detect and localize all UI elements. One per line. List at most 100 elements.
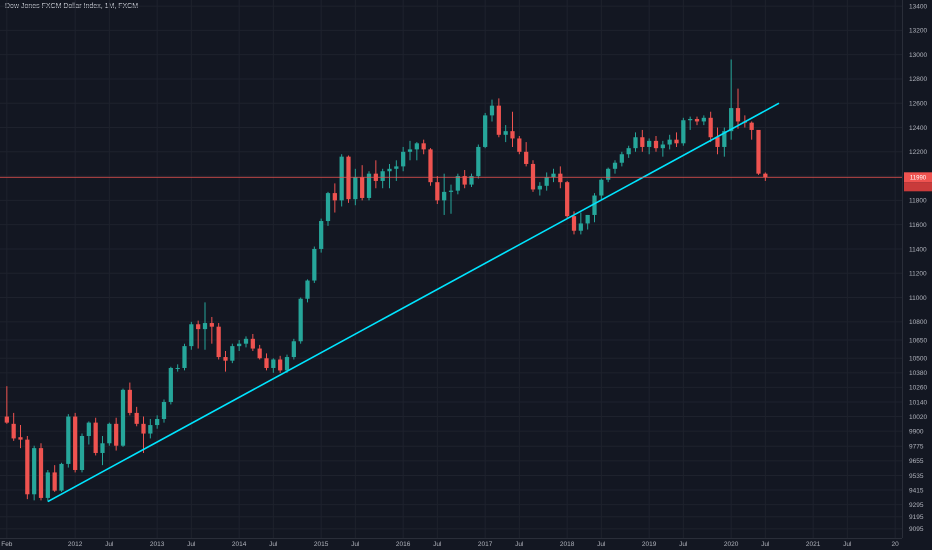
candle-body [257, 348, 262, 359]
candles [4, 59, 768, 502]
y-tick-label: 9415 [909, 487, 924, 494]
candle-body [380, 171, 385, 181]
candle-body [503, 131, 508, 135]
y-tick-label: 10650 [909, 337, 927, 344]
candle-body [189, 324, 194, 347]
x-tick-label: 2021 [806, 541, 821, 548]
candle-body [462, 176, 467, 185]
candle-body [86, 422, 91, 436]
candle-body [688, 119, 693, 121]
candle-body [626, 148, 631, 155]
candle-body [524, 151, 529, 164]
candle-body [223, 357, 228, 361]
x-tick-label: 20 [892, 541, 900, 548]
y-tick-label: 12800 [909, 76, 927, 83]
price-axis[interactable]: 9095 9195 9295 9415 9535 9655 9775 9900 10020 101… [902, 0, 932, 550]
y-tick-label: 10380 [909, 370, 927, 377]
candle-body [305, 280, 310, 299]
y-tick-label: 9535 [909, 473, 924, 480]
candle-body [120, 389, 126, 446]
candle-body [366, 173, 372, 198]
candle-body [155, 418, 160, 426]
candle-body [196, 324, 201, 330]
candle-body [599, 179, 604, 196]
y-tick-label: 13400 [909, 3, 927, 10]
candle-body [694, 119, 700, 122]
candle-body [578, 223, 583, 231]
last-price-tag [904, 172, 932, 183]
candle-body [442, 191, 447, 201]
y-tick-label: 10020 [909, 414, 927, 421]
candle-body [18, 437, 23, 440]
candle-body [168, 367, 173, 402]
candle-body [640, 137, 645, 147]
candle-body [284, 357, 290, 371]
grid [0, 0, 902, 538]
candle-body [38, 448, 44, 498]
candle-body [510, 131, 515, 139]
candle-body [428, 149, 433, 183]
candle-body [360, 177, 365, 198]
y-tick-label: 12400 [909, 125, 927, 132]
candle-body [100, 443, 105, 453]
candle-body [469, 176, 474, 185]
candle-body [619, 154, 624, 163]
candle-body [496, 105, 501, 135]
y-tick-label: 12600 [909, 101, 927, 108]
candle-body [264, 358, 269, 368]
candle-body [585, 214, 590, 224]
y-tick-label: 11600 [909, 222, 927, 229]
overlays [0, 102, 902, 503]
candle-body [592, 195, 597, 215]
candle-body [763, 173, 768, 178]
x-tick-label: Jul [269, 541, 278, 548]
candle-body [565, 182, 570, 217]
candle-body [339, 156, 344, 201]
x-tick-label: Jul [105, 541, 114, 548]
candle-body [735, 108, 741, 122]
x-tick-label: Jul [843, 541, 852, 548]
candle-body [134, 412, 139, 424]
candle-body [291, 341, 296, 358]
x-tick-label: Jul [515, 541, 524, 548]
y-tick-label: 9095 [909, 526, 924, 533]
candle-body [667, 139, 672, 145]
y-tick-label: 9775 [909, 444, 924, 451]
candle-body [571, 216, 577, 231]
candle-body [612, 162, 618, 169]
candle-body [230, 346, 235, 361]
candle-body [237, 343, 242, 347]
candle-body [161, 401, 167, 419]
candle-body [25, 439, 30, 495]
candle-body [729, 108, 734, 132]
candle-body [148, 425, 153, 434]
trendline [47, 102, 780, 503]
candle-body [530, 163, 536, 190]
candle-body [749, 122, 754, 130]
y-tick-label: 10800 [909, 319, 927, 326]
candle-body [537, 185, 542, 190]
y-tick-label: 11800 [909, 198, 927, 205]
candle-body [722, 131, 727, 147]
candle-body [435, 182, 440, 201]
candle-body [476, 146, 481, 177]
candle-body [141, 423, 146, 434]
candle-body [647, 140, 652, 147]
candle-body [414, 143, 419, 150]
candle-body [448, 190, 454, 192]
x-tick-label: Jul [597, 541, 606, 548]
candle-body [216, 326, 221, 358]
candle-body [127, 389, 132, 413]
time-axis[interactable]: Feb 2012 Jul 2013 Jul 2014 Jul 2015 Jul 2016 Jul 20… [0, 538, 902, 549]
candle-body [551, 173, 556, 178]
y-tick-label: 10500 [909, 356, 927, 363]
candle-body [756, 129, 761, 174]
x-tick-label: 2015 [314, 541, 329, 548]
candle-body [401, 151, 406, 167]
candle-body [455, 176, 460, 191]
x-tick-label: 2020 [724, 541, 739, 548]
candle-body [407, 149, 413, 152]
candle-body [66, 416, 71, 464]
candle-body [353, 177, 358, 200]
